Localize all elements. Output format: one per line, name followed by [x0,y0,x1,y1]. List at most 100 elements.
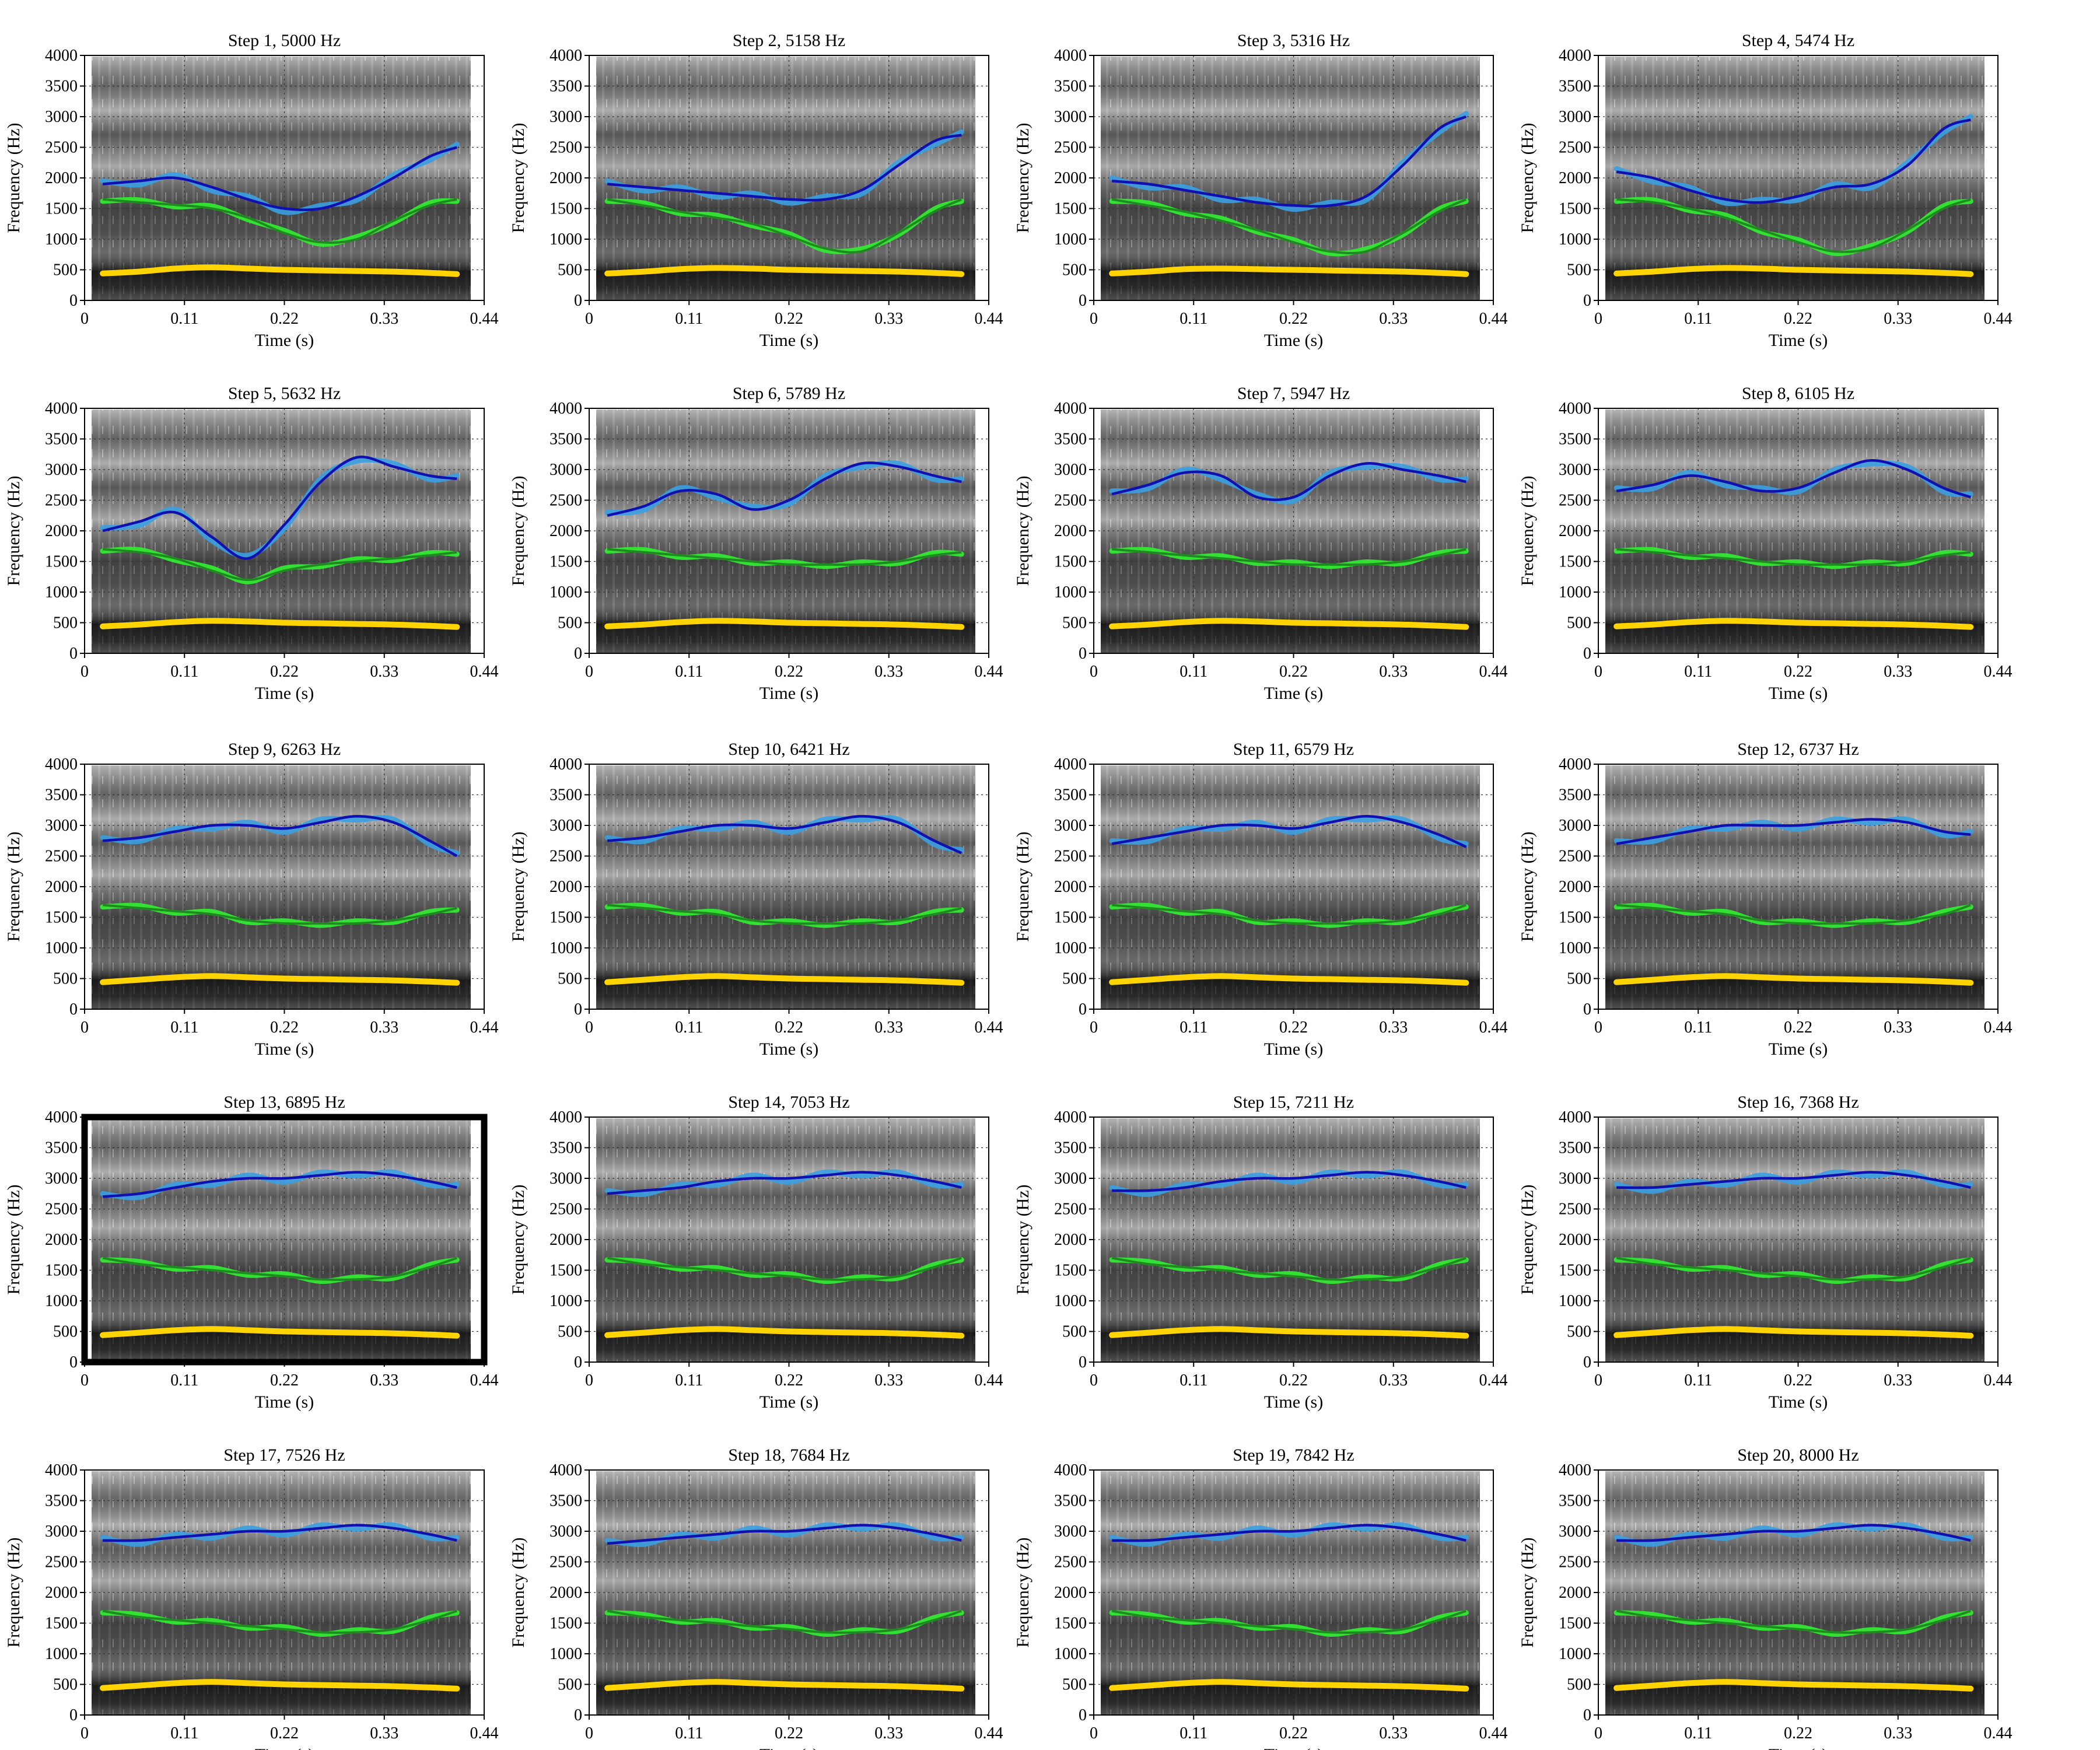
panel-title: Step 15, 7211 Hz [1233,1093,1354,1112]
y-tick-label: 1500 [45,909,78,927]
y-tick-label: 4000 [550,47,582,65]
y-tick-label: 0 [574,645,582,663]
x-tick-label: 0 [1090,1724,1098,1742]
y-tick-label: 0 [1583,1000,1591,1019]
y-tick-label: 0 [574,1706,582,1724]
x-tick-label: 0.33 [1379,310,1408,328]
y-tick-label: 2500 [45,848,78,866]
x-tick-label: 0.33 [1379,1371,1408,1390]
y-tick-label: 500 [558,614,582,632]
x-tick-label: 0.33 [1379,1019,1408,1037]
panel-title: Step 1, 5000 Hz [228,31,341,50]
y-axis-label: Frequency (Hz) [4,123,23,233]
y-tick-label: 2000 [45,522,78,540]
x-tick-label: 0 [1594,1724,1602,1742]
y-tick-label: 3500 [1054,786,1087,804]
x-axis-label: Time (s) [1769,1392,1828,1412]
x-tick-label: 0.22 [270,663,299,681]
x-tick-label: 0.22 [1784,1019,1812,1037]
y-tick-label: 500 [1567,261,1591,279]
x-tick-label: 0 [80,1371,89,1390]
y-tick-label: 3000 [550,108,582,126]
y-tick-label: 500 [53,614,78,632]
y-tick-label: 2500 [1559,1553,1591,1572]
x-tick-label: 0.33 [370,1724,398,1742]
spectrogram-shading [1101,1118,1480,1362]
y-tick-label: 4000 [1054,755,1087,774]
y-tick-label: 2500 [550,848,582,866]
x-tick-label: 0.44 [975,1724,1003,1742]
y-tick-label: 2500 [1559,1200,1591,1219]
x-tick-label: 0.11 [170,1724,198,1742]
panel-title: Step 5, 5632 Hz [228,384,341,403]
x-tick-label: 0.11 [170,1019,198,1037]
y-tick-label: 2000 [1054,878,1087,896]
panel-1: 0 0.11 0.22 0.33 0.4405001000150020002500300… [4,31,499,350]
y-tick-label: 2500 [45,139,78,157]
x-tick-label: 0.22 [1279,1371,1308,1390]
y-tick-label: 500 [1062,261,1087,279]
x-tick-label: 0.11 [675,663,703,681]
y-tick-label: 3000 [1054,1522,1087,1541]
y-axis-label: Frequency (Hz) [509,123,528,233]
y-tick-label: 500 [1062,970,1087,988]
y-tick-label: 3500 [45,430,78,449]
x-axis-label: Time (s) [760,1745,818,1750]
spectrogram-shading [92,57,471,300]
x-tick-label: 0.33 [874,1371,903,1390]
y-tick-label: 2500 [550,1200,582,1219]
x-tick-label: 0 [585,1724,593,1742]
panel-12: 0 0.11 0.22 0.33 0.4405001000150020002500300… [1518,740,2013,1059]
y-axis-label: Frequency (Hz) [509,475,528,586]
y-tick-label: 3500 [1559,430,1591,449]
x-tick-label: 0.22 [1784,1724,1812,1742]
x-tick-label: 0.22 [1279,310,1308,328]
y-tick-label: 2500 [1054,1553,1087,1572]
x-tick-label: 0.33 [874,1724,903,1742]
y-tick-label: 3500 [1054,1492,1087,1510]
y-tick-label: 3000 [550,1170,582,1188]
x-tick-label: 0.22 [270,1371,299,1390]
panel-11: 0 0.11 0.22 0.33 0.44 0 500 1000 1500 2000 2500 300… [1013,740,1508,1059]
y-tick-label: 0 [1079,1353,1087,1371]
x-tick-label: 0.11 [1684,310,1712,328]
x-tick-label: 0.22 [775,1019,803,1037]
y-tick-label: 1000 [45,230,78,249]
panel-3: 0 0.11 0.22 0.33 0.44 0 500 1000 1500 2000 2500 300… [1013,31,1508,350]
spectrogram-shading [1101,1471,1480,1715]
x-tick-label: 0.33 [1884,310,1912,328]
x-tick-label: 0.44 [1984,1724,2013,1742]
x-axis-label: Time (s) [760,1392,818,1412]
y-tick-label: 1500 [1559,200,1591,218]
y-tick-label: 2500 [1054,848,1087,866]
y-axis-label: Frequency (Hz) [1518,123,1537,233]
x-tick-label: 0 [585,310,593,328]
spectrogram-shading [1101,57,1480,300]
y-tick-label: 1000 [550,583,582,601]
x-tick-label: 0.11 [170,663,198,681]
y-tick-label: 4000 [1054,400,1087,418]
x-tick-label: 0.44 [1479,1371,1508,1390]
panel-title: Step 10, 6421 Hz [728,740,849,759]
x-tick-label: 0.11 [675,310,703,328]
x-tick-label: 0.22 [270,1724,299,1742]
panel-9: 0 0.11 0.22 0.33 0.4405001000150020002500300… [4,740,499,1059]
y-tick-label: 2000 [45,878,78,896]
x-tick-label: 0.11 [1180,1371,1208,1390]
y-tick-label: 3000 [550,1522,582,1541]
y-tick-label: 500 [558,970,582,988]
y-tick-label: 4000 [1559,755,1591,774]
y-tick-label: 0 [1079,1706,1087,1724]
x-tick-label: 0.11 [1684,1724,1712,1742]
x-tick-label: 0.11 [1180,310,1208,328]
panel-title: Step 19, 7842 Hz [1233,1446,1354,1465]
x-axis-label: Time (s) [255,1040,314,1059]
panel-20: 0 0.11 0.22 0.33 0.4405001000150020002500300… [1518,1446,2013,1750]
x-tick-label: 0.22 [775,1724,803,1742]
y-tick-label: 1500 [1559,1615,1591,1633]
x-tick-label: 0.22 [270,1019,299,1037]
spectrogram-shading [1101,765,1480,1009]
y-tick-label: 1500 [1054,1615,1087,1633]
x-tick-label: 0.11 [675,1724,703,1742]
spectrogram-shading [1605,410,1985,653]
